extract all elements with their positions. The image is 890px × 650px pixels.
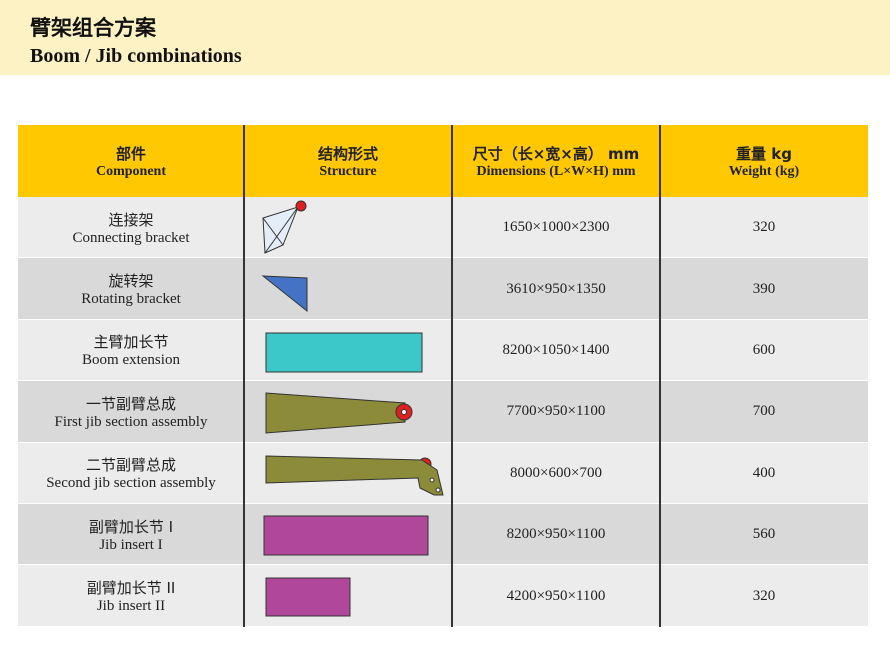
row-bg (18, 381, 868, 442)
header-cell: 部件 Component (18, 125, 244, 197)
component-cn: 副臂加长节 I (88, 517, 174, 536)
weight-cell: 700 (752, 403, 776, 420)
header-cell: 尺寸（长×宽×高） mm Dimensions (L×W×H) mm (452, 125, 660, 197)
row-bg (18, 504, 868, 565)
weight-cell: 320 (752, 219, 776, 236)
weight-cell: 560 (752, 526, 776, 543)
weight-cell: 390 (752, 280, 776, 297)
column-divider (243, 125, 245, 627)
column-divider (659, 125, 661, 627)
row-bg (18, 197, 868, 258)
header-en: Component (95, 163, 166, 179)
component-cn: 旋转架 (108, 272, 154, 291)
header-band (0, 0, 890, 75)
icon-rotating-bracket (261, 275, 308, 313)
icon-second-jib (265, 455, 444, 496)
dimensions-cell: 4200×950×1100 (506, 587, 606, 604)
header-en: Dimensions (L×W×H) mm (476, 163, 636, 179)
header-cell: 重量 kg Weight (kg) (660, 125, 868, 197)
header-cn: 结构形式 (317, 144, 378, 163)
icon-jib-insert-2 (265, 577, 351, 617)
subtitle: Boom / Jib combinations (30, 45, 242, 67)
component-en: Jib insert II (96, 598, 166, 615)
component-cn: 一节副臂总成 (85, 394, 176, 413)
title: 臂架组合方案 (30, 16, 156, 40)
component-cell: 主臂加长节 Boom extension (18, 320, 244, 381)
icon-connecting-bracket (262, 200, 307, 254)
component-en: Rotating bracket (81, 291, 181, 308)
icon-jib-insert-1 (263, 515, 429, 556)
component-cn: 副臂加长节 II (86, 579, 176, 598)
component-en: Second jib section assembly (46, 475, 216, 492)
component-cell: 连接架 Connecting bracket (18, 197, 244, 258)
component-en: First jib section assembly (54, 413, 208, 430)
dimensions-cell: 1650×1000×2300 (502, 219, 610, 236)
component-cell: 副臂加长节 I Jib insert I (18, 504, 244, 565)
row-bg (18, 319, 868, 381)
component-cn: 连接架 (108, 210, 154, 229)
row-bg (18, 258, 868, 319)
component-en: Jib insert I (99, 536, 163, 553)
component-cell: 旋转架 Rotating bracket (18, 258, 244, 319)
dimensions-cell: 8200×1050×1400 (502, 341, 610, 358)
component-cn: 二节副臂总成 (85, 456, 176, 475)
icon-boom-extension (265, 332, 423, 373)
component-en: Boom extension (82, 352, 180, 369)
weight-cell: 600 (752, 341, 776, 358)
component-cn: 主臂加长节 (93, 333, 169, 352)
header-cn: 部件 (115, 144, 146, 163)
header-cell: 结构形式 Structure (244, 125, 452, 197)
weight-cell: 320 (752, 587, 776, 604)
component-en: Connecting bracket (72, 229, 190, 246)
header-cn: 重量 kg (736, 144, 792, 163)
dimensions-cell: 8200×950×1100 (506, 526, 606, 543)
weight-cell: 400 (752, 464, 776, 481)
component-cell: 副臂加长节 II Jib insert II (18, 565, 244, 626)
column-divider (451, 125, 453, 627)
header-en: Weight (kg) (728, 163, 800, 179)
header-en: Structure (319, 163, 377, 179)
header-cn: 尺寸（长×宽×高） mm (472, 144, 640, 163)
row-bg (18, 565, 868, 626)
dimensions-cell: 8000×600×700 (510, 464, 602, 481)
component-cell: 二节副臂总成 Second jib section assembly (18, 443, 244, 504)
dimensions-cell: 3610×950×1350 (506, 280, 606, 297)
icon-first-jib (265, 392, 413, 434)
dimensions-cell: 7700×950×1100 (506, 403, 606, 420)
component-cell: 一节副臂总成 First jib section assembly (18, 381, 244, 442)
